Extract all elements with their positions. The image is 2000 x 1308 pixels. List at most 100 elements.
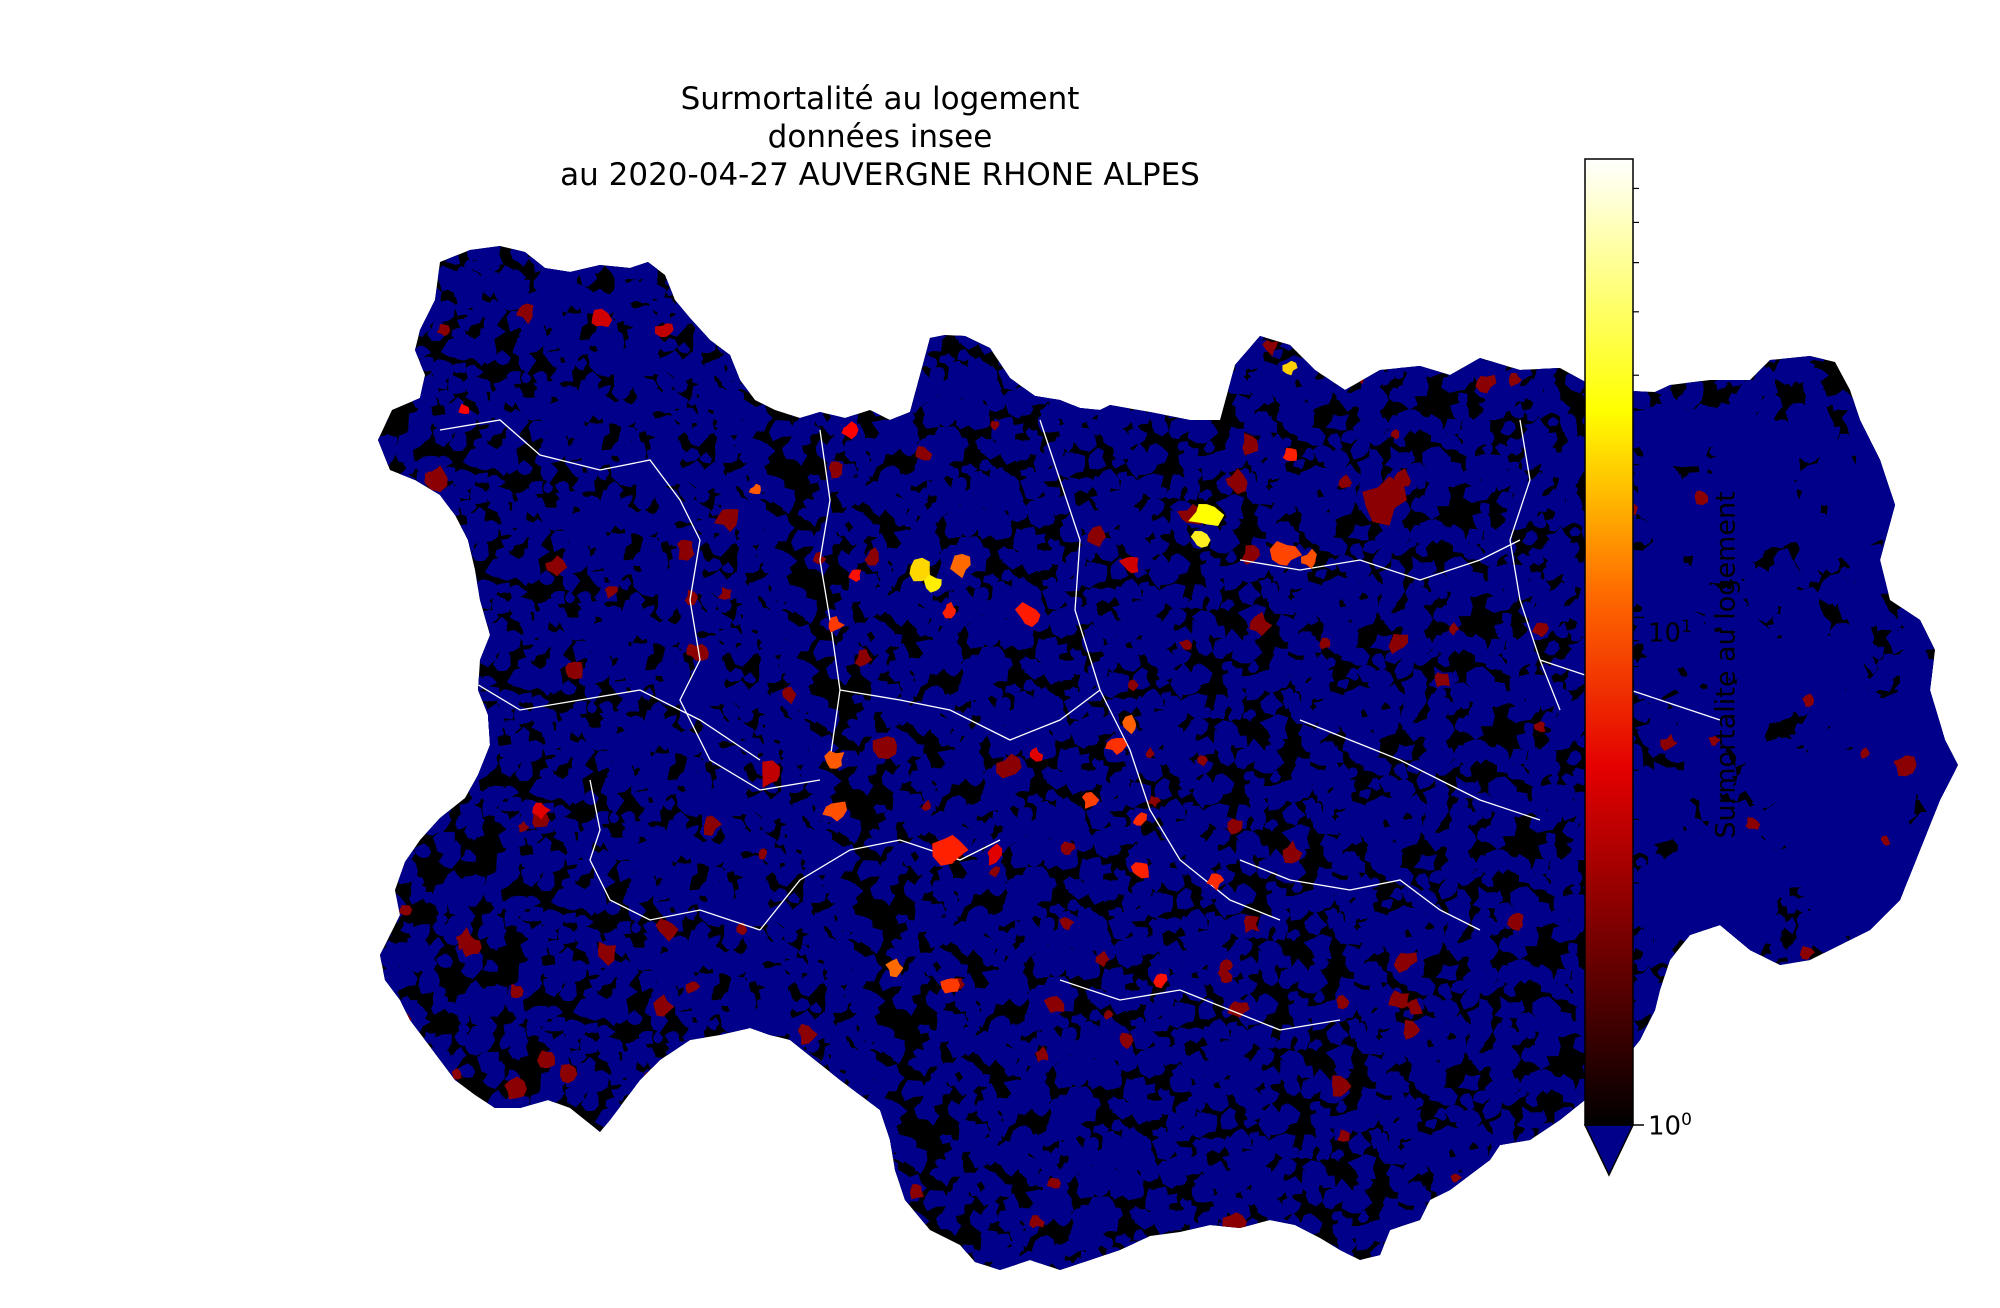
commune-patch: [599, 301, 613, 312]
commune-patch: [804, 418, 821, 437]
commune-patch: [612, 267, 629, 289]
commune-patch: [797, 432, 811, 447]
commune-patch: [1074, 427, 1097, 452]
commune-patch: [1375, 390, 1388, 405]
commune-patch: [1151, 410, 1169, 437]
commune-patch: [495, 350, 511, 366]
commune-patch: [452, 300, 469, 316]
commune-patch: [1339, 398, 1353, 412]
commune-patch: [423, 413, 436, 426]
commune-patch: [746, 437, 776, 465]
commune-patch: [1168, 420, 1190, 440]
commune-patch: [1336, 388, 1354, 404]
commune-patch: [983, 440, 1009, 460]
commune-patch: [1088, 447, 1107, 470]
commune-patch: [610, 303, 635, 324]
commune-patch: [1128, 406, 1150, 428]
commune-patch: [898, 440, 918, 457]
commune-patch: [658, 337, 679, 353]
commune-patch: [640, 305, 654, 322]
commune-patch: [709, 387, 730, 409]
commune-patch: [692, 342, 706, 356]
map-title-line-2: données insee: [767, 119, 993, 155]
commune-patch: [1456, 441, 1476, 459]
commune-patch: [1301, 447, 1315, 461]
commune-patch: [485, 278, 499, 291]
commune-patch: [507, 388, 521, 401]
commune-patch: [1017, 403, 1034, 416]
commune-patch: [448, 428, 467, 451]
commune-patch: [1562, 413, 1575, 427]
commune-patch: [521, 370, 532, 384]
commune-patch: [550, 362, 574, 385]
commune-patch: [539, 332, 563, 355]
commune-patch: [686, 424, 710, 447]
commune-patch: [465, 342, 489, 367]
commune-patch: [1105, 429, 1139, 455]
commune-patch: [490, 260, 500, 272]
commune-patch: [790, 444, 808, 466]
commune-patch: [1246, 377, 1260, 395]
commune-patch: [1243, 417, 1265, 436]
commune-patch: [1713, 377, 1728, 390]
commune-patch: [632, 413, 657, 434]
commune-patch: [673, 374, 688, 393]
commune-patch: [1352, 444, 1366, 458]
commune-patch: [466, 309, 483, 325]
commune-patch: [1564, 430, 1578, 444]
commune-patch: [661, 401, 676, 414]
commune-patch: [751, 404, 773, 432]
commune-patch: [939, 353, 956, 368]
commune-patch: [1013, 423, 1024, 435]
commune-patch: [1368, 428, 1388, 446]
commune-patch: [597, 385, 611, 396]
commune-patch: [543, 403, 569, 434]
commune-patch: [1478, 429, 1495, 447]
commune-patch: [452, 362, 466, 374]
commune-patch: [464, 364, 484, 381]
commune-patch: [1224, 367, 1251, 396]
commune-patch: [542, 350, 562, 368]
commune-patch: [1283, 437, 1292, 450]
commune-patch: [639, 291, 654, 304]
commune-patch: [577, 445, 589, 461]
commune-patch: [1297, 425, 1326, 446]
commune-patch: [814, 413, 828, 428]
commune-patch: [1510, 389, 1527, 404]
commune-patch: [430, 374, 448, 390]
commune-patch: [1547, 416, 1560, 427]
commune-patch: [680, 447, 701, 463]
commune-patch: [488, 419, 505, 435]
commune-patch: [670, 312, 685, 328]
commune-patch: [1441, 369, 1470, 393]
commune-patch: [455, 420, 470, 434]
commune-patch: [433, 410, 460, 437]
commune-patch: [518, 349, 537, 373]
commune-patch: [1393, 369, 1404, 380]
commune-patch: [609, 409, 621, 422]
commune-patch: [1500, 420, 1516, 436]
commune-patch: [1276, 406, 1298, 428]
commune-patch: [1517, 378, 1537, 401]
commune-patch: [498, 282, 529, 312]
commune-patch: [979, 418, 991, 429]
commune-patch: [435, 365, 450, 379]
commune-patch: [1363, 417, 1391, 436]
commune-patch: [497, 408, 529, 439]
commune-patch: [555, 335, 567, 351]
commune-patch: [1269, 377, 1294, 398]
commune-patch: [1378, 371, 1396, 386]
commune-patch: [580, 268, 598, 287]
commune-patch: [1450, 402, 1469, 422]
commune-patch: [769, 420, 794, 442]
commune-patch: [677, 342, 691, 354]
commune-patch: [924, 354, 938, 370]
commune-patch: [1340, 430, 1362, 444]
commune-patch: [665, 439, 687, 465]
commune-patch: [692, 365, 718, 388]
commune-patch: [1685, 398, 1698, 410]
commune-patch: [1187, 423, 1219, 444]
map-title-line-1: Surmortalité au logement: [680, 81, 1080, 117]
commune-patch: [1054, 431, 1075, 453]
